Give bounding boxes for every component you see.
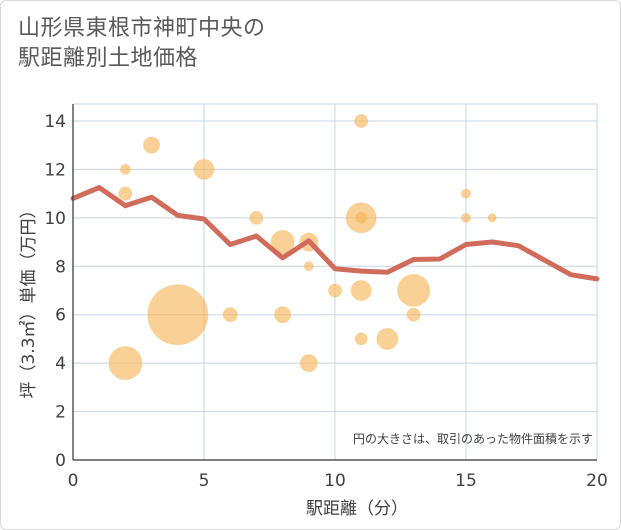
data-bubble	[303, 261, 314, 272]
y-tick-label: 8	[55, 257, 66, 277]
data-bubble	[143, 136, 161, 154]
data-bubble	[193, 158, 215, 180]
axes: 0 5 10 15 20 0 2 4 6 8 10 12 14	[44, 104, 608, 491]
data-bubble	[354, 113, 369, 128]
data-bubble	[376, 327, 399, 350]
x-axis-title: 駅距離（分）	[306, 499, 408, 519]
data-bubble	[299, 354, 318, 373]
chart-title: 山形県東根市神町中央の 駅距離別土地価格	[18, 14, 266, 74]
size-note: 円の大きさは、取引のあった物件面積を示す	[353, 431, 593, 446]
chart-title-line2: 駅距離別土地価格	[18, 46, 199, 71]
y-tick-label: 2	[55, 403, 66, 423]
y-axis-title: 坪（3.3㎡）単価（万円）	[19, 201, 39, 398]
y-tick-label: 6	[55, 306, 66, 326]
data-bubble	[461, 188, 471, 199]
trend-line-layer	[70, 185, 600, 282]
trend-line	[70, 185, 600, 282]
data-bubble	[274, 306, 292, 324]
data-bubble	[406, 307, 421, 322]
x-tick-label: 10	[324, 471, 346, 491]
data-bubble	[222, 307, 238, 323]
data-bubble	[108, 346, 143, 381]
data-bubble	[119, 163, 131, 175]
data-bubble	[397, 273, 431, 307]
x-tick-label: 20	[586, 471, 608, 491]
data-bubble	[354, 332, 368, 346]
data-bubble	[355, 211, 368, 224]
x-tick-label: 15	[455, 471, 477, 491]
y-tick-label: 4	[55, 354, 66, 374]
data-bubble	[328, 283, 342, 298]
y-tick-label: 14	[44, 112, 66, 132]
y-tick-label: 0	[55, 451, 66, 471]
data-bubble	[270, 230, 295, 255]
data-bubble	[350, 279, 372, 301]
y-tick-label: 10	[44, 209, 66, 229]
y-tick-label: 12	[44, 160, 66, 180]
data-bubble	[487, 213, 497, 223]
data-bubble	[461, 212, 471, 223]
bubble-layer	[108, 113, 497, 381]
data-bubble	[147, 284, 209, 346]
data-bubble	[118, 186, 133, 201]
x-tick-label: 0	[68, 471, 79, 491]
chart-title-line1: 山形県東根市神町中央の	[18, 16, 266, 41]
data-bubble	[249, 210, 264, 225]
x-tick-label: 5	[199, 471, 210, 491]
